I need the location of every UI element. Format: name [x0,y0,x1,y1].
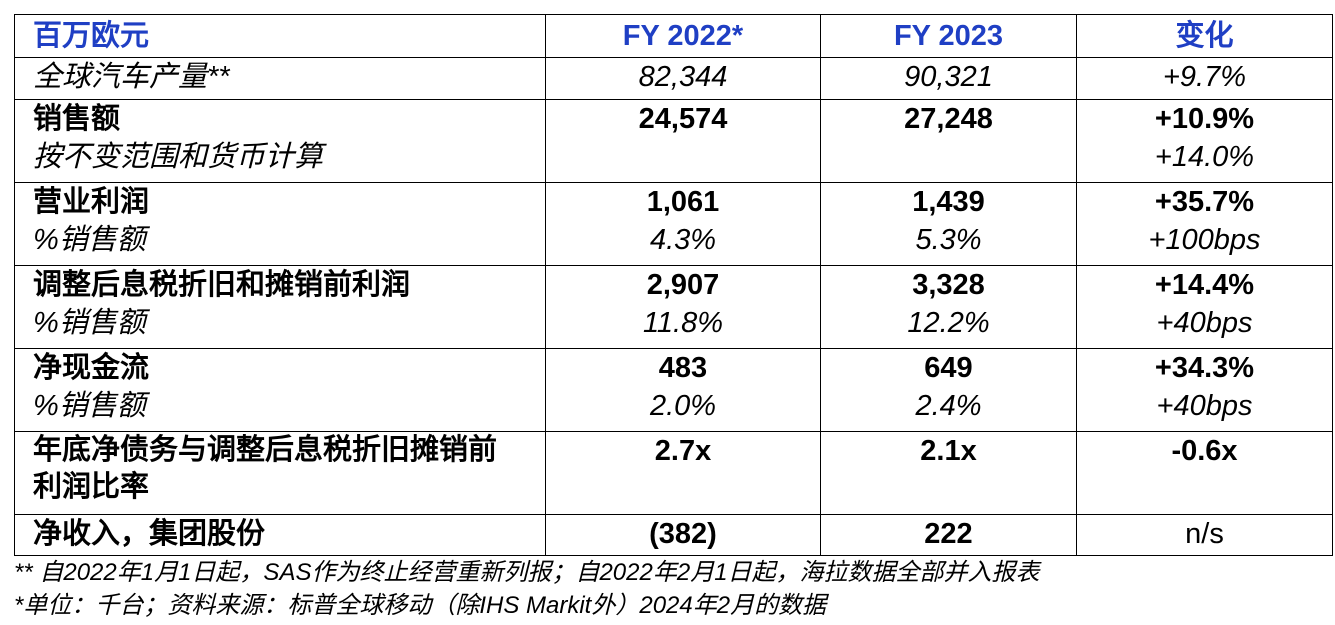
row: 净现金流 %销售额 483 2.0% 649 2.4% +34.3% +40bps [14,348,1333,432]
cell-text: 649 [924,352,973,384]
cell: 净收入，集团股份 [14,514,546,556]
cell-subtext: 12.2% [907,307,990,339]
cell-text: +35.7% [1154,186,1255,218]
row: 净收入，集团股份 (382) 222 n/s [14,514,1333,556]
cell: -0.6x [1076,431,1333,515]
cell: 90,321 [820,57,1077,100]
cell-subtext: 2.4% [915,390,982,422]
cell-subtext: 按不变范围和货币计算 [33,141,324,173]
cell-text: 2.1x [920,435,977,467]
cell-text: 222 [924,518,973,550]
cell-subtext: +100bps [1148,224,1261,256]
row: 销售额按不变范围和货币计算 24,574 27,248 +10.9% +14.0% [14,99,1333,183]
cell: 1,061 4.3% [545,182,821,266]
cell-text: 营业利润 [33,186,150,218]
cell: 净现金流 %销售额 [14,348,546,432]
header-cell: 变化 [1076,14,1333,58]
cell-text: n/s [1185,518,1224,550]
header-row: 百万欧元 FY 2022* FY 2023 变化 [14,14,1333,58]
cell-text: (382) [649,518,717,550]
cell-text: 483 [658,352,708,384]
row: 调整后息税折旧和摊销前利润 %销售额 2,907 11.8% 3,328 12.2% … [14,265,1333,349]
cell: +10.9% +14.0% [1076,99,1333,183]
cell: 调整后息税折旧和摊销前利润 %销售额 [14,265,546,349]
cell: 2.7x [545,431,821,515]
cell-text: 调整后息税折旧和摊销前利润 [33,269,411,301]
cell: 483 2.0% [545,348,821,432]
cell: 649 2.4% [820,348,1077,432]
cell: n/s [1076,514,1333,556]
cell: +35.7% +100bps [1076,182,1333,266]
cell-subtext: %销售额 [33,390,146,422]
cell-text: 3,328 [912,269,985,301]
cell-text: +10.9% [1154,103,1255,135]
cell-text: +14.4% [1154,269,1255,301]
cell-subtext: 4.3% [649,224,717,256]
cell-text: 1,061 [646,186,720,218]
cell: +34.3% +40bps [1076,348,1333,432]
cell-subtext: +40bps [1156,307,1253,339]
footnote: ** 自2022年1月1日起，SAS作为终止经营重新列报；自2022年2月1日起… [14,559,1040,586]
cell: +14.4% +40bps [1076,265,1333,349]
cell-text: +34.3% [1154,352,1255,384]
cell-subtext: %销售额 [33,307,146,339]
financial-table: 百万欧元 FY 2022* FY 2023 变化 全球汽车产量** 82,344… [14,14,1333,556]
cell: 营业利润 %销售额 [14,182,546,266]
cell-text: 90,321 [904,61,993,93]
cell-text: 2.7x [654,435,712,467]
cell-text: 净收入，集团股份 [33,518,266,550]
cell: 1,439 5.3% [820,182,1077,266]
cell-text: 82,344 [638,61,728,93]
cell-text: 24,574 [638,103,728,135]
cell-subtext: %销售额 [33,224,146,256]
cell-subtext: 5.3% [915,224,982,256]
cell-text: 2,907 [646,269,720,301]
header-cell: FY 2023 [820,14,1077,58]
cell-subtext: 11.8% [642,307,724,339]
footnote: *单位：千台；资料来源：标普全球移动（除IHS Markit外）2024年2月的… [14,592,827,619]
cell: 年底净债务与调整后息税折旧摊销前利润比率 [14,431,546,515]
cell-text: 27,248 [904,103,993,135]
cell-subtext: 2.0% [649,390,717,422]
cell-subtext: +40bps [1156,390,1253,422]
cell-text: -0.6x [1171,435,1238,467]
cell: 3,328 12.2% [820,265,1077,349]
cell: (382) [545,514,821,556]
cell-text: 销售额 [33,103,121,135]
cell: 222 [820,514,1077,556]
header-cell: FY 2022* [545,14,821,58]
cell: 全球汽车产量** [14,57,546,100]
cell: 24,574 [545,99,821,183]
cell: 82,344 [545,57,821,100]
cell: +9.7% [1076,57,1333,100]
cell-text: 全球汽车产量** [33,61,230,93]
cell: 2,907 11.8% [545,265,821,349]
cell-text: 1,439 [912,186,985,218]
row: 营业利润 %销售额 1,061 4.3% 1,439 5.3% +35.7% +100b… [14,182,1333,266]
header-cell: 百万欧元 [14,14,546,58]
row: 全球汽车产量** 82,344 90,321 +9.7% [14,57,1333,100]
cell: 27,248 [820,99,1077,183]
cell: 销售额按不变范围和货币计算 [14,99,546,183]
cell: 2.1x [820,431,1077,515]
row: 年底净债务与调整后息税折旧摊销前利润比率 2.7x 2.1x -0.6x [14,431,1333,515]
cell-text: 年底净债务与调整后息税折旧摊销前利润比率 [33,434,498,503]
cell-text: +9.7% [1162,61,1247,93]
cell-text: 净现金流 [33,352,150,384]
cell-subtext: +14.0% [1154,141,1255,173]
